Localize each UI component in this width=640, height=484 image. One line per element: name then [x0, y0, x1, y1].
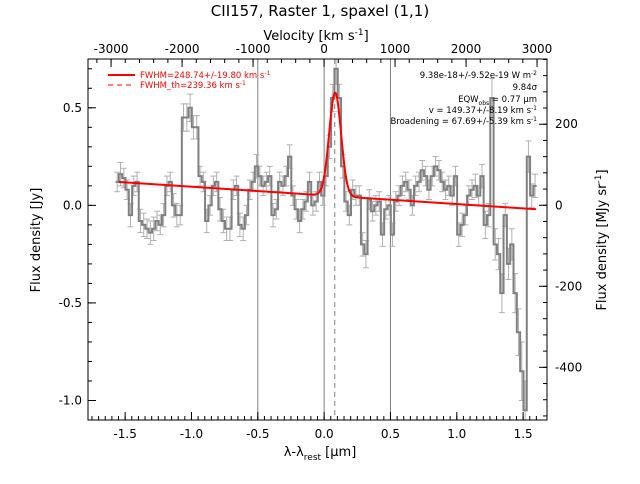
legend-label-fwhm: FWHM=248.74+/-19.80 km s-1: [140, 70, 270, 81]
annotation-snr: 9.84σ: [513, 83, 538, 93]
top-tick-label: -1000: [236, 42, 271, 56]
top-tick-label: 1000: [380, 42, 411, 56]
top-tick-label: 3000: [522, 42, 553, 56]
x-tick-label: -1.0: [180, 427, 203, 441]
y-tick-label: -1.0: [59, 393, 82, 407]
plot-frame: [87, 58, 548, 421]
top-tick-label: 0: [320, 42, 328, 56]
y-tick-label: -0.5: [59, 296, 82, 310]
top-tick-label: 2000: [451, 42, 482, 56]
x-tick-label: 1.0: [447, 427, 466, 441]
fit-curve-thermal: [308, 92, 364, 199]
x-tick-label: -1.5: [113, 427, 136, 441]
x-tick-label: 1.5: [514, 427, 533, 441]
y-axis-label: Flux density [Jy]: [29, 188, 44, 293]
annotation-eqw: EQWobs = 0.77 μm: [458, 95, 537, 107]
top-tick-label: -2000: [165, 42, 200, 56]
y-tick-label: 0.5: [63, 101, 82, 115]
x-tick-label: -0.5: [246, 427, 269, 441]
legend-label-fwhm-th: FWHM_th=239.36 km s-1: [140, 80, 246, 91]
top-axis-label: Velocity [km s-1]: [263, 28, 368, 44]
right-tick-label: -200: [555, 279, 582, 293]
x-tick-label: 0.5: [381, 427, 400, 441]
x-axis-label: λ-λrest [μm]: [284, 445, 357, 463]
chart-title: CII157, Raster 1, spaxel (1,1): [211, 2, 429, 20]
right-tick-label: 0: [555, 198, 563, 212]
x-tick-label: 0.0: [315, 427, 334, 441]
annotation-velocity: v = 149.37+/-8.19 km s-1: [429, 105, 537, 116]
right-axis-label: Flux density [MJy sr-1]: [594, 169, 610, 310]
fit-series: [118, 91, 537, 211]
annotation-broadening: Broadening = 67.69+/-5.39 km s-1: [390, 116, 537, 127]
fit-curve: [118, 91, 537, 211]
y-tick-label: 0.0: [63, 198, 82, 212]
legend: FWHM=248.74+/-19.80 km s-1 FWHM_th=239.3…: [108, 70, 270, 91]
annotation-line-flux: 9.38e-18+/-9.52e-19 W m-2: [420, 70, 537, 81]
fit-annotations: 9.38e-18+/-9.52e-19 W m-2 9.84σ EQWobs =…: [390, 70, 537, 127]
reference-lines: [257, 59, 391, 420]
axis-ticks: -1.5 -1.0 -0.5 0.0 0.5 1.0 1.5-3000 -2000 -1000 0…: [59, 42, 583, 441]
right-tick-label: -400: [555, 360, 582, 374]
top-tick-label: -3000: [94, 42, 129, 56]
right-tick-label: 200: [555, 117, 578, 131]
